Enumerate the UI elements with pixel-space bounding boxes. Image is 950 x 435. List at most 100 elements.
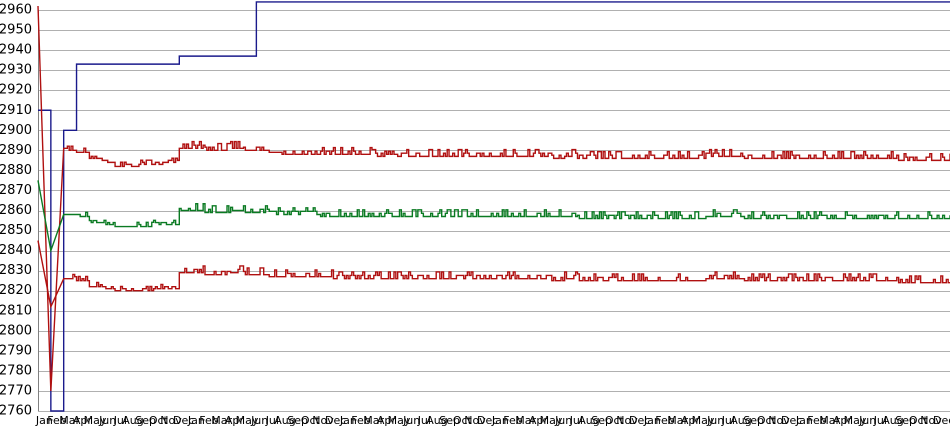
- x-axis-tick-label: Jan: [643, 414, 661, 427]
- x-axis-tick-label: Feb: [655, 414, 674, 427]
- x-axis-tick-label: Jul: [417, 414, 431, 427]
- x-axis-tick-label: Feb: [47, 414, 66, 427]
- y-axis-tick-label: 2830: [0, 263, 32, 278]
- x-axis-tick-label: Jun: [706, 414, 724, 427]
- y-axis-tick-label: 2910: [0, 103, 32, 118]
- x-axis-tick-label: Jun: [98, 414, 116, 427]
- x-axis-tick-label: Apr: [681, 414, 701, 427]
- y-axis-tick-label: 2920: [0, 83, 32, 98]
- x-axis-tick-label: Nov: [920, 414, 942, 427]
- x-axis-tick-label: Dec: [933, 414, 950, 427]
- y-axis-tick-label: 2780: [0, 363, 32, 378]
- x-axis-tick-label: Aug: [882, 414, 903, 427]
- x-axis-tick-label: Oct: [149, 414, 169, 427]
- y-axis-tick-label: 2940: [0, 43, 32, 58]
- series-line-series-blue-step: [38, 1, 950, 412]
- y-axis-tick-label: 2770: [0, 383, 32, 398]
- x-axis-tick-label: Nov: [768, 414, 790, 427]
- y-axis-tick-labels: 2760 2770 2780 2790 2800 2810 2820 2830 2840 2850…: [0, 3, 32, 419]
- x-axis-tick-label: Oct: [453, 414, 473, 427]
- x-axis-tick-label: Sep: [743, 414, 764, 427]
- x-axis-tick-label: Aug: [122, 414, 143, 427]
- x-axis-tick-label: Oct: [301, 414, 321, 427]
- x-axis-tick-label: Jul: [265, 414, 279, 427]
- y-axis-tick-label: 2850: [0, 223, 32, 238]
- y-axis-tick-label: 2820: [0, 283, 32, 298]
- series-line-series-green: [37, 180, 950, 254]
- x-axis-tick-label: Apr: [73, 414, 93, 427]
- x-axis-tick-label: Oct: [909, 414, 929, 427]
- y-axis-tick-label: 2880: [0, 163, 32, 178]
- x-axis-tick-label: May: [236, 414, 259, 427]
- x-axis-tick-label: Feb: [503, 414, 522, 427]
- x-axis-tick-label: Mar: [515, 414, 536, 427]
- y-axis-tick-label: 2840: [0, 243, 32, 258]
- x-axis-tick-label: Dec: [173, 414, 194, 427]
- x-axis-tick-label: Apr: [529, 414, 549, 427]
- y-axis-tick-label: 2890: [0, 143, 32, 158]
- x-axis-tick-label: Sep: [591, 414, 612, 427]
- series-line-series-red-lower: [37, 240, 950, 310]
- x-axis-tick-label: Jan: [795, 414, 813, 427]
- x-axis-tick-label: Aug: [426, 414, 447, 427]
- series-line-series-red-upper: [37, 5, 950, 391]
- y-axis-tick-label: 2870: [0, 183, 32, 198]
- y-axis-tick-label: 2930: [0, 63, 32, 78]
- x-axis-tick-label: Mar: [667, 414, 688, 427]
- x-axis-tick-label: Oct: [605, 414, 625, 427]
- x-axis-tick-label: Nov: [616, 414, 638, 427]
- x-axis-tick-label: Sep: [895, 414, 916, 427]
- x-axis-tick-label: Feb: [351, 414, 370, 427]
- x-axis-tick-label: Mar: [363, 414, 384, 427]
- x-axis-tick-label: May: [84, 414, 107, 427]
- y-axis-tick-label: 2950: [0, 23, 32, 38]
- x-axis-tick-label: Nov: [160, 414, 182, 427]
- x-axis-tick-label: Nov: [312, 414, 334, 427]
- x-axis-tick-labels: JanFebMarAprMayJunJulAugSepOctNovDecJanF…: [35, 414, 950, 427]
- x-axis-tick-label: Dec: [325, 414, 346, 427]
- x-axis-tick-label: Oct: [757, 414, 777, 427]
- x-axis-tick-label: Feb: [807, 414, 826, 427]
- x-axis-tick-label: Sep: [287, 414, 308, 427]
- x-axis-tick-label: Apr: [377, 414, 397, 427]
- x-axis-tick-label: Dec: [629, 414, 650, 427]
- x-axis-tick-label: May: [388, 414, 411, 427]
- x-axis-tick-label: Jul: [569, 414, 583, 427]
- x-axis-tick-label: Jan: [187, 414, 205, 427]
- y-axis-tick-label: 2810: [0, 303, 32, 318]
- gridlines-group: [38, 10, 950, 412]
- x-axis-tick-label: Jun: [402, 414, 420, 427]
- x-axis-tick-label: May: [692, 414, 715, 427]
- x-axis-tick-label: Mar: [59, 414, 80, 427]
- x-axis-tick-label: Jan: [35, 414, 53, 427]
- x-axis-tick-label: Jul: [721, 414, 735, 427]
- x-axis-tick-label: Jan: [339, 414, 357, 427]
- x-axis-tick-label: Jul: [113, 414, 127, 427]
- data-series-group: [37, 1, 950, 412]
- x-axis-tick-label: Mar: [211, 414, 232, 427]
- x-axis-tick-label: Jan: [491, 414, 509, 427]
- x-axis-tick-label: Jul: [873, 414, 887, 427]
- y-axis-tick-label: 2760: [0, 404, 32, 419]
- x-axis-tick-label: Dec: [477, 414, 498, 427]
- x-axis-tick-label: Jun: [858, 414, 876, 427]
- y-axis-tick-label: 2960: [0, 3, 32, 18]
- x-axis-tick-label: Dec: [781, 414, 802, 427]
- x-axis-tick-label: Aug: [730, 414, 751, 427]
- y-axis-tick-label: 2860: [0, 203, 32, 218]
- x-axis-tick-label: Aug: [274, 414, 295, 427]
- x-axis-tick-label: Mar: [819, 414, 840, 427]
- y-axis-tick-label: 2900: [0, 123, 32, 138]
- x-axis-tick-label: May: [844, 414, 867, 427]
- x-axis-tick-label: Apr: [225, 414, 245, 427]
- x-axis-tick-label: May: [540, 414, 563, 427]
- x-axis-tick-label: Jun: [250, 414, 268, 427]
- x-axis-tick-label: Nov: [464, 414, 486, 427]
- x-axis-tick-label: Aug: [578, 414, 599, 427]
- x-axis-tick-label: Sep: [135, 414, 156, 427]
- x-axis-tick-label: Jun: [554, 414, 572, 427]
- x-axis-tick-label: Feb: [199, 414, 218, 427]
- x-axis-tick-label: Sep: [439, 414, 460, 427]
